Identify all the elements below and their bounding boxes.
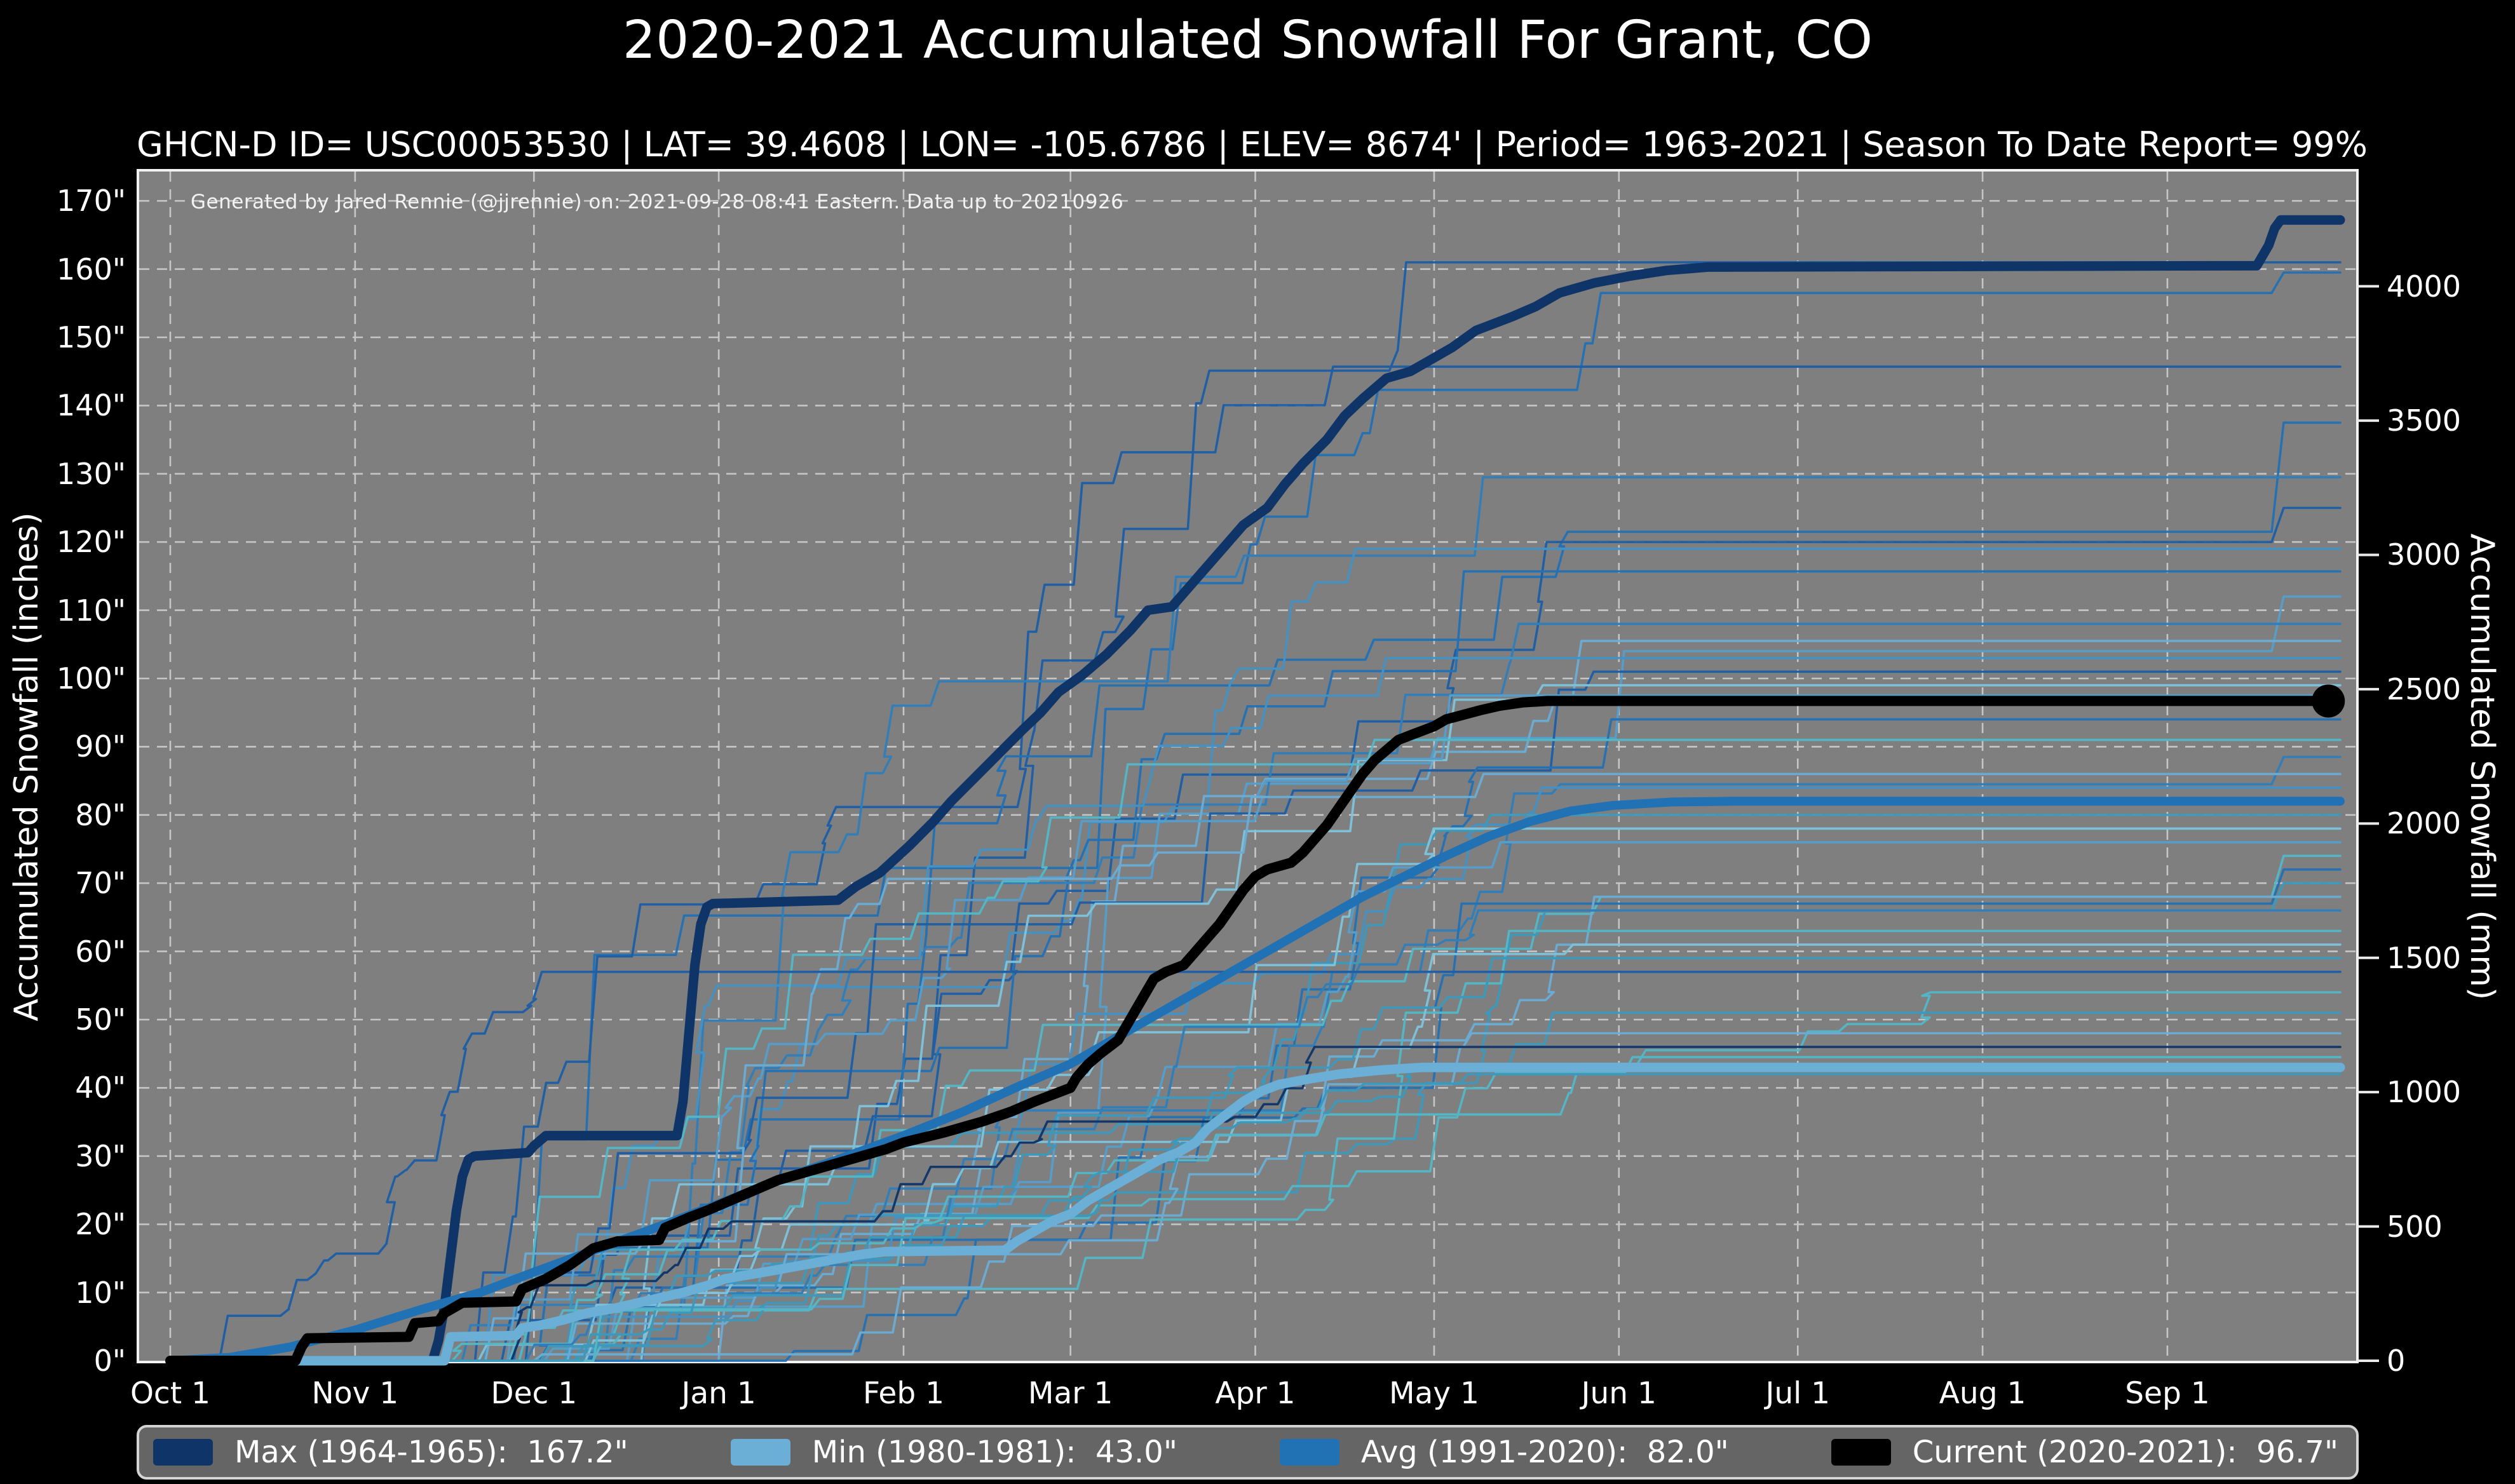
plot-spine [137, 169, 2359, 1363]
x-tick-aug-1: Aug 1 [1939, 1376, 2026, 1411]
legend-label-current: Current (2020-2021): 96.7" [1912, 1434, 2338, 1470]
attribution-text: Generated by Jared Rennie (@jjrennie) on… [191, 191, 1124, 213]
x-tick-dec-1: Dec 1 [491, 1376, 578, 1411]
right-tick-marks [2357, 285, 2379, 1362]
y-tick-mm-2: 1000 [2387, 1075, 2462, 1110]
season-line [169, 640, 2342, 1362]
y-tick-inches-11: 110" [57, 593, 126, 628]
season-line [169, 365, 2342, 1362]
legend-swatch-min [730, 1439, 790, 1466]
season-line [169, 1046, 2342, 1362]
season-line [169, 718, 2342, 1362]
legend-swatch-current [1831, 1439, 1891, 1466]
x-tick-sep-1: Sep 1 [2125, 1376, 2210, 1411]
y-tick-inches-13: 130" [57, 456, 126, 491]
x-tick-apr-1: Apr 1 [1215, 1376, 1296, 1411]
y-tick-inches-1: 10" [75, 1275, 126, 1310]
legend-swatch-max [153, 1439, 213, 1466]
x-tick-jun-1: Jun 1 [1581, 1376, 1657, 1411]
gridlines [139, 172, 2356, 1361]
x-tick-may-1: May 1 [1388, 1376, 1479, 1411]
season-line [169, 1032, 2342, 1362]
y-tick-inches-15: 150" [57, 320, 126, 354]
y-tick-inches-12: 120" [57, 525, 126, 560]
season-line [169, 694, 2342, 1362]
y-tick-inches-4: 40" [75, 1070, 126, 1105]
legend-swatch-avg [1279, 1439, 1339, 1466]
season-line [169, 1056, 2342, 1362]
y-tick-mm-3: 1500 [2387, 940, 2462, 975]
season-line [169, 684, 2342, 1362]
season-line [169, 957, 2342, 1362]
series-min-1980-1981 [165, 1062, 2345, 1366]
y-tick-mm-4: 2000 [2387, 806, 2462, 841]
current-end-dot [2312, 684, 2345, 718]
y-tick-inches-6: 60" [75, 934, 126, 969]
x-tick-oct-1: Oct 1 [130, 1376, 211, 1411]
season-line [169, 1073, 2342, 1362]
y-tick-inches-9: 90" [75, 729, 126, 764]
y-tick-mm-6: 3000 [2387, 537, 2462, 572]
y-tick-inches-16: 160" [57, 252, 126, 287]
season-line [169, 772, 2342, 1362]
season-line [169, 623, 2342, 1362]
y-tick-mm-8: 4000 [2387, 269, 2462, 304]
x-tick-mar-1: Mar 1 [1027, 1376, 1113, 1411]
y-tick-inches-10: 100" [57, 661, 126, 696]
y-tick-inches-14: 140" [57, 388, 126, 423]
series-current-2020-2021 [165, 696, 2334, 1366]
x-tick-jul-1: Jul 1 [1765, 1376, 1831, 1411]
season-line [169, 854, 2342, 1362]
chart-subtitle: GHCN-D ID= USC00053530 | LAT= 39.4608 | … [137, 125, 2368, 165]
x-tick-feb-1: Feb 1 [862, 1376, 944, 1411]
legend-item-min: Min (1980-1981): 43.0" [730, 1434, 1177, 1470]
season-line [169, 656, 2342, 1362]
plot-area [137, 169, 2359, 1363]
y-tick-mm-5: 2500 [2387, 671, 2462, 706]
legend: Max (1964-1965): 167.2" Min (1980-1981): … [137, 1425, 2359, 1480]
y-tick-inches-2: 20" [75, 1207, 126, 1242]
y-tick-inches-3: 30" [75, 1138, 126, 1173]
legend-item-max: Max (1964-1965): 167.2" [153, 1434, 628, 1470]
y-axis-label-mm: Accumulated Snowfall (mm) [2463, 533, 2501, 1001]
legend-label-max: Max (1964-1965): 167.2" [234, 1434, 628, 1470]
season-line [169, 868, 2342, 1362]
y-tick-inches-7: 70" [75, 866, 126, 901]
legend-item-current: Current (2020-2021): 96.7" [1831, 1434, 2338, 1470]
series-max-1964-1965 [165, 215, 2345, 1366]
chart-title: 2020-2021 Accumulated Snowfall For Grant… [622, 10, 1873, 71]
y-tick-inches-5: 50" [75, 1002, 126, 1037]
legend-item-avg: Avg (1991-2020): 82.0" [1279, 1434, 1729, 1470]
season-line [169, 991, 2342, 1362]
season-line [169, 755, 2342, 1362]
season-line [169, 971, 2342, 1362]
x-tick-nov-1: Nov 1 [311, 1376, 399, 1411]
y-tick-mm-1: 500 [2387, 1209, 2443, 1244]
y-tick-inches-0: 0" [93, 1344, 126, 1378]
y-tick-mm-0: 0 [2387, 1344, 2406, 1378]
y-tick-inches-8: 80" [75, 797, 126, 832]
season-line [169, 738, 2342, 1362]
x-tick-jan-1: Jan 1 [681, 1376, 756, 1411]
season-line [169, 1011, 2342, 1362]
series-avg-1991-2020 [166, 797, 2345, 1365]
season-line [169, 670, 2342, 1362]
y-tick-inches-17: 170" [57, 184, 126, 219]
legend-label-avg: Avg (1991-2020): 82.0" [1360, 1434, 1729, 1470]
legend-label-min: Min (1980-1981): 43.0" [811, 1434, 1177, 1470]
y-tick-mm-7: 3500 [2387, 403, 2462, 438]
season-line [169, 570, 2342, 1362]
chart-canvas [137, 169, 2379, 1366]
